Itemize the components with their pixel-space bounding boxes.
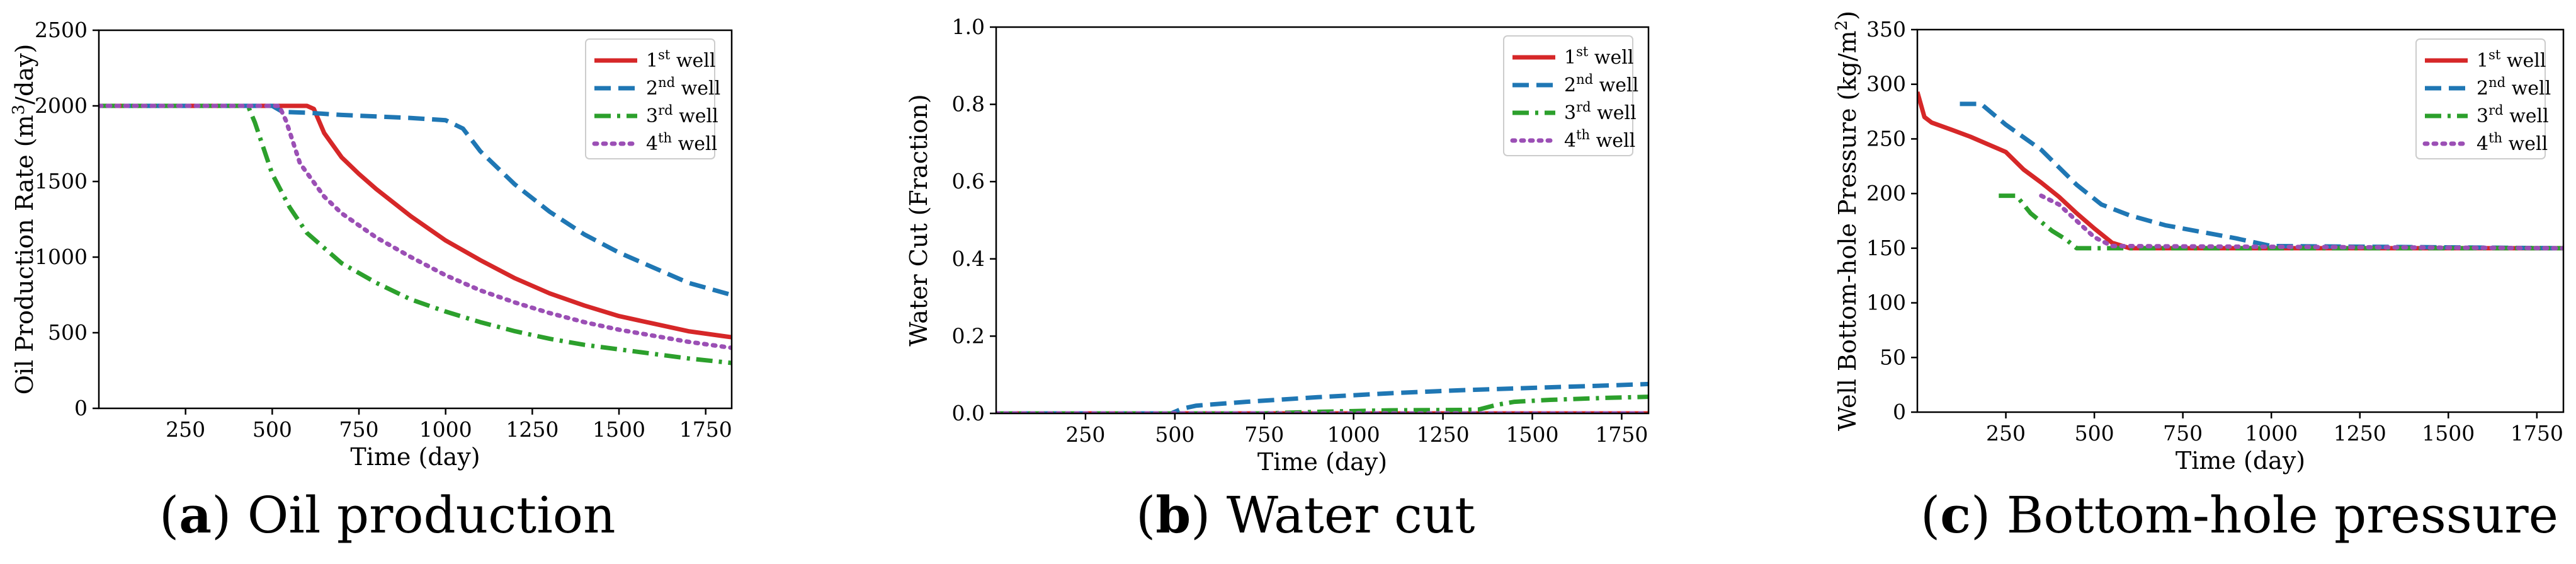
x-axis-label: Time (day) bbox=[2176, 447, 2305, 475]
legend-label-2: 2nd well bbox=[646, 75, 720, 100]
y-tick-label: 100 bbox=[1866, 291, 1906, 315]
series-line-3 bbox=[996, 394, 1648, 413]
y-tick-label: 50 bbox=[1880, 345, 1906, 369]
x-tick-label: 1750 bbox=[2511, 421, 2563, 446]
x-tick-label: 500 bbox=[2075, 421, 2114, 446]
y-tick-label: 0.4 bbox=[952, 246, 985, 271]
x-tick-label: 1500 bbox=[2422, 421, 2475, 446]
legend-label-1: 1st well bbox=[646, 47, 715, 72]
y-tick-label: 1500 bbox=[35, 169, 88, 193]
legend-label-3: 3rd well bbox=[646, 103, 718, 127]
series-line-1 bbox=[1917, 91, 2563, 251]
water-cut-chart: 250 500 750 1000 1250 1500 1750 0.0 0.2 0.4 0.6 0.8… bbox=[905, 14, 1650, 476]
y-tick-label: 0.6 bbox=[952, 169, 985, 193]
series-line-2 bbox=[996, 381, 1648, 413]
y-tick-label: 0 bbox=[1893, 400, 1906, 424]
caption-b: (b) Water cut bbox=[1136, 485, 1475, 544]
plot-frame bbox=[98, 29, 733, 410]
y-tick-label: 150 bbox=[1866, 236, 1906, 260]
chart-panel-oil-production: 250 500 750 1000 1250 1500 1750 0 500 1000 1500 200… bbox=[0, 0, 743, 564]
series-line-4 bbox=[99, 103, 732, 350]
x-tick-label: 1000 bbox=[1327, 422, 1380, 447]
legend-label-1: 1st well bbox=[2477, 47, 2546, 72]
x-tick-label: 500 bbox=[252, 417, 292, 442]
y-tick-label: 0.2 bbox=[952, 323, 985, 348]
series-line-4 bbox=[2039, 193, 2563, 251]
x-tick-label: 250 bbox=[166, 417, 205, 442]
x-tick-label: 1250 bbox=[506, 417, 559, 442]
y-tick-label: 300 bbox=[1866, 72, 1906, 96]
oil-production-chart: 250 500 750 1000 1250 1500 1750 0 500 1000 1500 200… bbox=[9, 18, 733, 471]
legend-label-3: 3rd well bbox=[1564, 100, 1637, 124]
legend-box bbox=[2415, 38, 2546, 159]
x-tick-label: 1250 bbox=[1417, 422, 1470, 447]
y-tick-label: 0.0 bbox=[952, 401, 985, 425]
y-tick-label: 250 bbox=[1866, 126, 1906, 151]
x-tick-label: 1000 bbox=[419, 417, 472, 442]
y-tick-label: 500 bbox=[48, 320, 88, 345]
x-axis-label: Time (day) bbox=[1257, 448, 1387, 476]
y-tick-label: 2000 bbox=[35, 93, 88, 118]
x-tick-label: 1500 bbox=[1506, 422, 1559, 447]
y-tick-label: 2500 bbox=[35, 18, 88, 42]
y-axis-label: Well Bottom-hole Pressure (kg/m2) bbox=[1832, 11, 1861, 431]
bottom-hole-pressure-chart: 250 500 750 1000 1250 1500 1750 0 50 100 150 200 250… bbox=[1832, 11, 2565, 475]
x-axis-label: Time (day) bbox=[350, 443, 480, 471]
caption-a: (a) Oil production bbox=[159, 485, 616, 544]
x-tick-label: 1500 bbox=[593, 417, 645, 442]
series-line-2 bbox=[99, 103, 732, 297]
legend-label-2: 2nd well bbox=[2477, 75, 2551, 100]
chart-panel-bottom-hole-pressure: 250 500 750 1000 1250 1500 1750 0 50 100 150 200 250… bbox=[1823, 0, 2576, 564]
x-tick-label: 1750 bbox=[679, 417, 732, 442]
caption-c: (c) Bottom-hole pressure bbox=[1921, 485, 2558, 544]
series-line-3 bbox=[99, 103, 732, 365]
legend-label-2: 2nd well bbox=[1564, 72, 1638, 96]
y-axis-label: Water Cut (Fraction) bbox=[905, 94, 933, 346]
x-tick-label: 500 bbox=[1155, 422, 1194, 447]
chart-panel-water-cut: 250 500 750 1000 1250 1500 1750 0.0 0.2 0.4 0.6 0.8… bbox=[894, 0, 1681, 564]
y-axis-label: Oil Production Rate (m3/day) bbox=[9, 44, 38, 395]
y-tick-label: 0.8 bbox=[952, 92, 985, 117]
x-tick-label: 750 bbox=[339, 417, 379, 442]
legend-label-4: 4th well bbox=[2477, 130, 2548, 155]
legend-label-4: 4th well bbox=[1564, 127, 1635, 152]
legend-label-4: 4th well bbox=[646, 130, 717, 155]
series-line-1 bbox=[99, 103, 732, 340]
y-tick-label: 200 bbox=[1866, 181, 1906, 205]
legend-box bbox=[1503, 35, 1633, 156]
x-tick-label: 750 bbox=[2163, 421, 2203, 446]
legend-label-3: 3rd well bbox=[2477, 103, 2549, 127]
y-tick-label: 0 bbox=[74, 396, 88, 420]
y-tick-label: 1.0 bbox=[952, 14, 985, 39]
x-tick-label: 250 bbox=[1065, 422, 1105, 447]
x-tick-label: 750 bbox=[1244, 422, 1284, 447]
plot-frame bbox=[995, 26, 1650, 415]
y-tick-label: 1000 bbox=[35, 245, 88, 269]
series-line-2 bbox=[1960, 101, 2563, 251]
plot-frame bbox=[1916, 28, 2565, 413]
series-line-3 bbox=[1999, 193, 2563, 251]
x-tick-label: 1250 bbox=[2334, 421, 2386, 446]
legend-label-1: 1st well bbox=[1564, 44, 1633, 69]
y-tick-label: 350 bbox=[1866, 17, 1906, 42]
x-tick-label: 250 bbox=[1986, 421, 2026, 446]
x-tick-label: 1000 bbox=[2245, 421, 2298, 446]
legend-box bbox=[585, 38, 715, 159]
x-tick-label: 1750 bbox=[1595, 422, 1648, 447]
